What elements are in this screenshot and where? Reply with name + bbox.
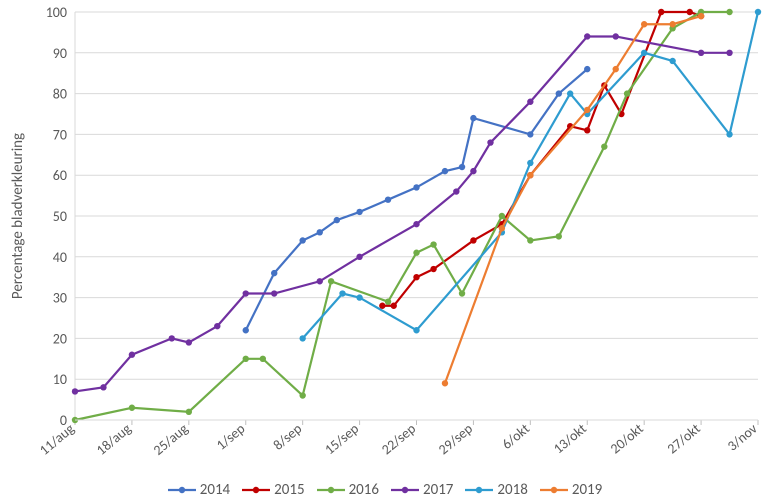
chart-container: 010203040506070809010011/aug18/aug25/aug… [0,0,770,503]
y-tick-label: 10 [53,371,67,388]
legend-item-2015: 2015 [242,481,304,499]
legend-label: 2017 [423,481,453,499]
legend-swatch [317,484,345,496]
y-axis-label: Percentage bladverkleuring [9,133,27,299]
y-tick-label: 40 [53,249,67,266]
y-tick-label: 80 [53,86,67,103]
legend-label: 2018 [497,481,527,499]
y-tick-label: 60 [53,167,67,184]
legend-item-2014: 2014 [168,481,230,499]
y-tick-label: 70 [53,126,67,143]
y-tick-label: 90 [53,45,67,62]
legend-swatch [242,484,270,496]
legend-item-2019: 2019 [540,481,602,499]
legend: 2014 2015 2016 2017 2018 2019 [0,481,770,501]
y-tick-label: 30 [53,290,67,307]
chart-svg: 010203040506070809010011/aug18/aug25/aug… [0,0,770,503]
legend-swatch [540,484,568,496]
legend-swatch [391,484,419,496]
legend-label: 2014 [200,481,230,499]
legend-item-2018: 2018 [465,481,527,499]
y-tick-label: 20 [53,330,67,347]
legend-label: 2016 [349,481,379,499]
legend-item-2017: 2017 [391,481,453,499]
legend-label: 2015 [274,481,304,499]
y-tick-label: 50 [53,208,67,225]
legend-label: 2019 [572,481,602,499]
legend-item-2016: 2016 [317,481,379,499]
y-tick-label: 100 [46,4,67,21]
legend-swatch [168,484,196,496]
legend-swatch [465,484,493,496]
